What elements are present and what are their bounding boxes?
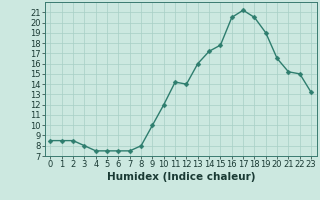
X-axis label: Humidex (Indice chaleur): Humidex (Indice chaleur): [107, 172, 255, 182]
